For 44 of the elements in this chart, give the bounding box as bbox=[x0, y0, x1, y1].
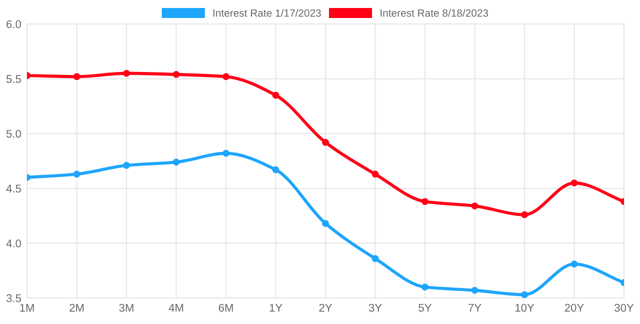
point bbox=[471, 202, 478, 210]
point bbox=[322, 138, 329, 146]
point bbox=[372, 170, 379, 178]
x-tick-label: 10Y bbox=[515, 304, 534, 312]
line-series bbox=[27, 70, 624, 218]
y-tick-label: 4.5 bbox=[6, 184, 21, 193]
point bbox=[372, 255, 379, 262]
point bbox=[73, 170, 80, 178]
point bbox=[322, 220, 329, 227]
point bbox=[272, 166, 280, 174]
point bbox=[172, 70, 180, 78]
point bbox=[570, 179, 578, 186]
x-tick-label: 20Y bbox=[564, 304, 584, 312]
point bbox=[222, 150, 230, 157]
y-tick-label: 3.5 bbox=[6, 294, 21, 302]
point bbox=[123, 162, 130, 169]
point bbox=[272, 92, 280, 99]
point bbox=[222, 73, 230, 80]
point bbox=[123, 70, 130, 77]
x-tick-label: 2Y bbox=[319, 304, 332, 312]
point bbox=[521, 291, 528, 298]
point bbox=[422, 284, 428, 291]
y-tick-label: 6.0 bbox=[6, 20, 22, 28]
y-tick-label: 5.5 bbox=[6, 75, 21, 83]
legend-label: Interest Rate 8/18/2023 bbox=[380, 9, 488, 17]
x-tick-label: 7Y bbox=[468, 304, 482, 312]
legend-label: Interest Rate 1/17/2023 bbox=[213, 9, 321, 17]
y-tick-label: 4.0 bbox=[6, 239, 22, 248]
x-tick-label: 2M bbox=[70, 304, 84, 312]
x-tick-label: 3Y bbox=[368, 304, 382, 312]
point bbox=[73, 73, 80, 80]
point bbox=[521, 211, 528, 218]
point bbox=[422, 198, 428, 206]
point bbox=[471, 286, 478, 294]
x-tick-label: 1Y bbox=[270, 304, 282, 312]
x-tick-label: 6M bbox=[218, 304, 233, 312]
point bbox=[570, 260, 578, 268]
x-tick-label: 1M bbox=[20, 304, 34, 312]
point bbox=[172, 158, 180, 166]
x-tick-label: 5Y bbox=[418, 304, 432, 312]
x-tick-label: 3M bbox=[119, 304, 134, 312]
y-tick-label: 5.0 bbox=[6, 130, 22, 138]
x-tick-label: 30Y bbox=[614, 304, 634, 312]
x-tick-label: 4M bbox=[168, 304, 184, 312]
